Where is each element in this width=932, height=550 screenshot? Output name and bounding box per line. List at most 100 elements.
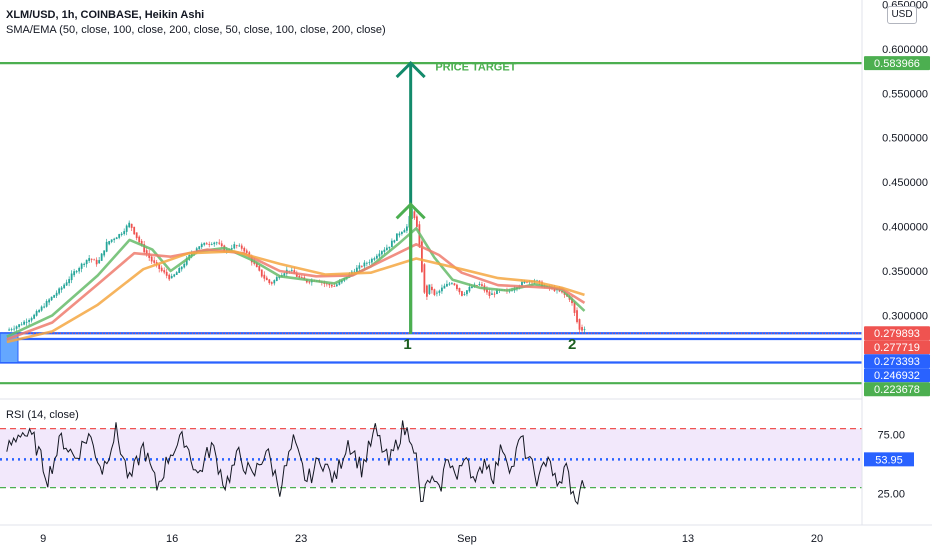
time-tick-2: 23 xyxy=(295,533,307,545)
candle-body xyxy=(413,211,416,219)
candle-body xyxy=(18,324,21,327)
annotation-2: 2 xyxy=(568,336,576,353)
candle-body xyxy=(523,281,526,283)
price-tag-bg-1 xyxy=(864,340,930,355)
candle-body xyxy=(158,263,161,269)
candle-body xyxy=(380,251,383,255)
candle-body xyxy=(521,281,523,287)
price-tag-3: 0.246932 xyxy=(874,370,920,382)
candle-body xyxy=(218,242,221,244)
candle-body xyxy=(268,279,271,284)
price-tag-bg-4 xyxy=(864,382,930,397)
price-tick-5: 0.400000 xyxy=(882,222,928,234)
candle-body xyxy=(298,275,301,278)
price-tick-6: 0.350000 xyxy=(882,266,928,278)
candle-body xyxy=(80,263,83,269)
candle-body xyxy=(213,242,216,245)
candle-body xyxy=(436,292,438,294)
candle-body xyxy=(55,292,58,296)
candle-body xyxy=(150,256,153,262)
candle-body xyxy=(165,271,168,276)
candle-body xyxy=(468,286,471,292)
candle-body xyxy=(581,327,583,331)
candle-body xyxy=(295,272,298,277)
candle-body xyxy=(75,271,78,273)
candle-body xyxy=(128,222,131,228)
candle-body xyxy=(235,245,238,247)
candle-body xyxy=(538,280,541,283)
time-axis: 91623Sep1320Oct11 xyxy=(0,524,932,545)
candle-body xyxy=(441,287,443,292)
candle-body xyxy=(113,238,116,241)
candle-body xyxy=(471,286,473,289)
price-tag-5: 0.583966 xyxy=(874,58,920,70)
candle-body xyxy=(438,290,441,293)
rsi-tick-1: 25.00 xyxy=(877,489,905,501)
candle-body xyxy=(433,289,436,295)
currency-button[interactable]: USD xyxy=(887,6,917,24)
candle-body xyxy=(105,241,108,252)
candle-body xyxy=(245,250,248,253)
candle-body xyxy=(103,250,106,256)
candle-body xyxy=(300,276,303,278)
candle-body xyxy=(135,232,138,239)
rsi-tick-0: 75.00 xyxy=(877,430,905,442)
price-tag-1: 0.277719 xyxy=(874,342,920,354)
candle-body xyxy=(481,284,483,286)
candle-body xyxy=(363,262,366,267)
candle-body xyxy=(486,289,488,293)
candle-body xyxy=(48,299,51,303)
candle-body xyxy=(275,277,278,281)
candle-body xyxy=(35,311,38,316)
candle-body xyxy=(390,240,393,248)
candle-body xyxy=(85,259,88,265)
candle-body xyxy=(458,288,461,293)
candle-body xyxy=(360,266,363,267)
candle-body xyxy=(25,321,28,323)
candle-body xyxy=(255,263,258,268)
ma-line-2 xyxy=(6,250,585,344)
candle-body xyxy=(456,284,458,290)
candle-body xyxy=(125,225,128,232)
candle-body xyxy=(140,240,143,246)
candle-body xyxy=(511,290,513,292)
candle-body xyxy=(215,242,218,244)
candle-body xyxy=(78,267,81,272)
price-tag-0: 0.279893 xyxy=(874,328,920,340)
candle-body xyxy=(180,266,183,270)
rsi-value-tag-bg xyxy=(864,452,914,467)
candle-body xyxy=(238,245,241,247)
indicator-legend: SMA/EMA (50, close, 100, close, 200, clo… xyxy=(6,24,386,36)
price-tag-2: 0.273393 xyxy=(874,356,920,368)
candle-body xyxy=(143,244,146,253)
candle-body xyxy=(98,260,101,264)
candle-body xyxy=(83,263,86,265)
price-tick-1: 0.600000 xyxy=(882,44,928,56)
candle-body xyxy=(431,286,433,291)
candle-body xyxy=(370,258,373,263)
candle-body xyxy=(273,280,276,284)
candle-body xyxy=(488,291,491,296)
candle-body xyxy=(73,271,76,276)
candle-body xyxy=(68,279,71,284)
candle-body xyxy=(478,283,481,286)
candle-body xyxy=(63,284,66,289)
price-tag-bg-5 xyxy=(864,56,930,71)
candle-body xyxy=(496,289,498,294)
rsi-line xyxy=(6,420,585,506)
candle-body xyxy=(118,234,121,238)
candle-body xyxy=(558,289,561,292)
candle-body xyxy=(60,287,63,290)
main-pane: PRICE TARGET 1 2 xyxy=(0,60,862,385)
candle-body xyxy=(70,273,73,281)
candle-body xyxy=(328,283,331,286)
candle-body xyxy=(451,283,453,285)
ma-line-0 xyxy=(6,227,586,338)
candle-body xyxy=(561,290,563,293)
candle-body xyxy=(115,237,118,240)
ma-line-1 xyxy=(6,243,586,341)
candle-body xyxy=(185,258,188,265)
price-tag-bg-0 xyxy=(864,326,930,341)
candle-body xyxy=(333,286,336,287)
